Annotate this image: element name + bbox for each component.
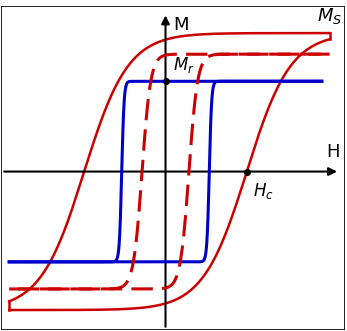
Text: M: M	[174, 16, 189, 34]
Text: H: H	[327, 143, 340, 161]
Text: $H_c$: $H_c$	[253, 181, 274, 201]
Text: $M_S$: $M_S$	[317, 6, 342, 25]
Text: $M_r$: $M_r$	[174, 55, 195, 75]
